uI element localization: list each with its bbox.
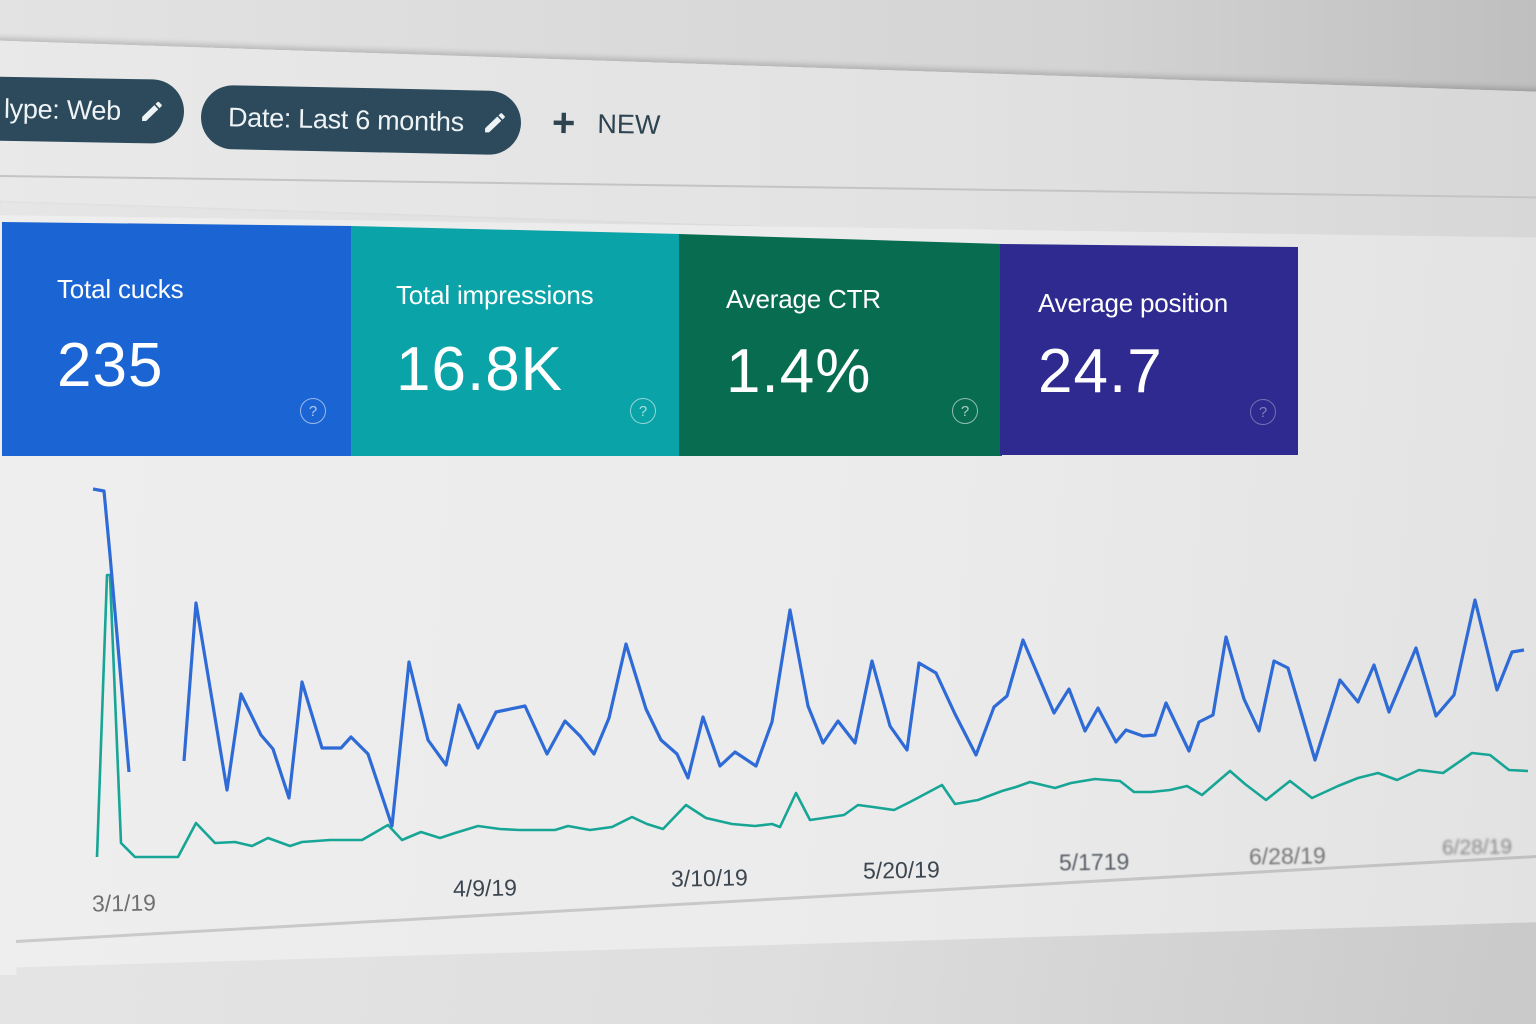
filter-chip-search-type[interactable]: lype: Web <box>0 76 185 144</box>
metric-label: Total impressions <box>396 280 594 310</box>
x-axis-tick: 3/1/19 <box>91 889 157 917</box>
series-line-total-impressions[interactable] <box>95 573 1529 859</box>
x-axis-tick: 4/9/19 <box>452 874 518 902</box>
x-axis-tick: 6/28/19 <box>1441 835 1513 860</box>
x-axis-tick: 5/1719 <box>1058 848 1130 876</box>
x-axis-tick: 6/28/19 <box>1248 842 1326 870</box>
metric-label: Total cucks <box>57 274 184 304</box>
help-icon[interactable]: ? <box>952 398 978 424</box>
pencil-icon[interactable] <box>482 110 509 137</box>
metric-value: 24.7 <box>1038 337 1163 406</box>
series-line-total-clicks[interactable] <box>182 598 1525 828</box>
metric-value: 1.4% <box>726 337 872 406</box>
metric-card-average-position[interactable]: Average position 24.7 ? <box>1000 244 1298 455</box>
help-icon[interactable]: ? <box>1250 399 1276 425</box>
x-axis-tick: 5/20/19 <box>862 856 940 884</box>
metric-label: Average position <box>1038 288 1229 318</box>
metric-value: 235 <box>57 331 164 400</box>
metric-card-total-clicks[interactable]: Total cucks 235 ? <box>2 222 352 456</box>
filter-chip-date[interactable]: Date: Last 6 months <box>200 84 522 156</box>
metric-value: 16.8K <box>396 335 564 404</box>
metric-card-total-impressions[interactable]: Total impressions 16.8K ? <box>351 226 681 456</box>
pencil-icon[interactable] <box>139 98 165 124</box>
help-icon[interactable]: ? <box>300 398 326 424</box>
x-axis-tick: 3/10/19 <box>670 864 748 892</box>
series-line-total-clicks[interactable] <box>92 487 131 773</box>
metric-card-average-ctr[interactable]: Average CTR 1.4% ? <box>679 234 1002 456</box>
help-icon[interactable]: ? <box>630 398 656 424</box>
metric-label: Average CTR <box>726 284 881 314</box>
